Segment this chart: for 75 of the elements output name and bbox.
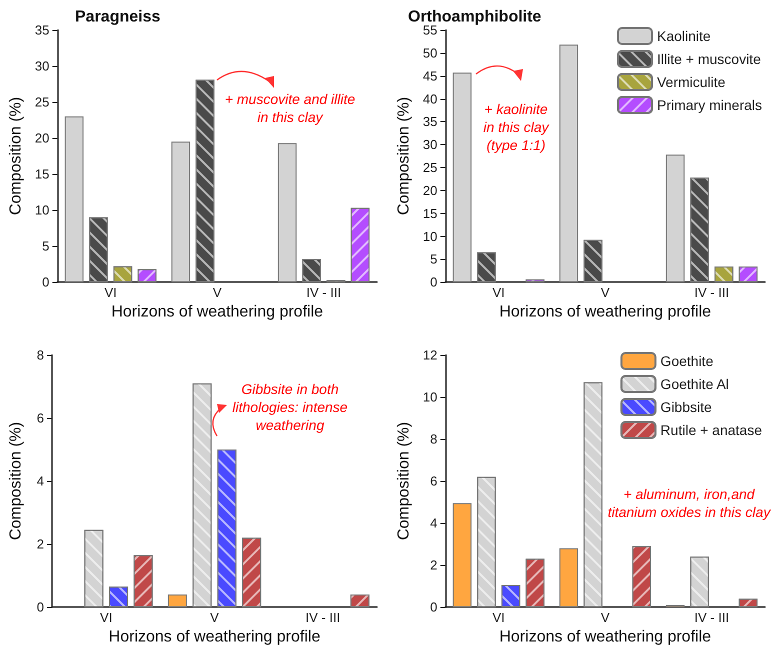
bar <box>452 503 472 608</box>
bar <box>452 72 472 282</box>
y-tick-label: 20 <box>34 130 50 146</box>
y-tick-label: 35 <box>34 22 50 38</box>
bar <box>171 142 190 282</box>
bar <box>168 594 187 608</box>
legend-label: Primary minerals <box>656 97 762 113</box>
x-axis-title: Horizons of weathering profile <box>108 628 320 646</box>
y-tick-label: 40 <box>422 91 438 106</box>
y-tick-label: 2 <box>36 536 44 552</box>
bar <box>278 143 297 282</box>
y-axis-title: Composition (%) <box>396 96 412 216</box>
x-axis-title: Horizons of weathering profile <box>499 628 712 646</box>
y-tick-label: 8 <box>430 432 438 447</box>
x-tick-label: IV - III <box>306 285 342 300</box>
y-tick-label: 4 <box>36 474 44 489</box>
y-tick-label: 5 <box>430 252 438 267</box>
x-tick-label: VI <box>492 610 505 626</box>
y-tick-label: 0 <box>36 600 44 615</box>
y-tick-label: 15 <box>422 206 438 221</box>
x-tick-label: V <box>600 610 610 626</box>
legend-label: Goethite Al <box>660 376 729 392</box>
x-tick-label: V <box>212 285 222 300</box>
y-tick-label: 8 <box>36 348 44 362</box>
x-tick-label: IV - III <box>694 285 730 300</box>
y-tick-label: 0 <box>430 274 438 290</box>
annotation: + muscovite and illite in this clay <box>224 91 356 125</box>
legend-label: Gibbsite <box>660 399 712 415</box>
y-tick-label: 10 <box>422 228 438 244</box>
x-tick-label: V <box>210 610 220 626</box>
y-axis-title: Composition (%) <box>8 422 24 540</box>
x-tick-label: V <box>600 285 610 300</box>
y-tick-label: 20 <box>422 182 438 198</box>
x-axis-title: Horizons of weathering profile <box>499 304 712 320</box>
legend-label: Rutile + anatase <box>660 422 762 438</box>
y-tick-label: 55 <box>422 22 438 38</box>
bar <box>64 116 84 282</box>
x-tick-label: IV - III <box>305 610 340 626</box>
y-tick-label: 50 <box>422 45 438 60</box>
y-tick-label: 35 <box>422 114 438 130</box>
bar <box>559 548 578 608</box>
y-tick-label: 6 <box>36 410 44 426</box>
x-tick-label: VI <box>104 285 117 300</box>
y-tick-label: 4 <box>430 516 438 531</box>
chart-title: Paragneiss <box>75 8 160 26</box>
y-tick-label: 10 <box>422 390 438 405</box>
y-tick-label: 12 <box>422 348 438 362</box>
bar <box>666 154 685 282</box>
annotation: Gibbsite in both lithologies: intense weathering <box>232 381 348 433</box>
y-tick-label: 10 <box>34 202 50 218</box>
legend-label: Kaolinite <box>656 28 711 44</box>
y-tick-label: 0 <box>430 600 438 615</box>
annotation: + aluminum, iron,and titanium oxides in this clay <box>608 486 772 520</box>
y-tick-label: 30 <box>34 58 50 74</box>
y-axis-title: Composition (%) <box>396 422 412 540</box>
y-tick-label: 6 <box>430 474 438 489</box>
chart-title: Orthoamphibolite <box>408 8 542 26</box>
legend-label: Goethite <box>660 353 714 369</box>
y-tick-label: 15 <box>34 166 50 182</box>
x-tick-label: VI <box>492 285 505 300</box>
x-tick-label: VI <box>100 610 112 626</box>
y-tick-label: 25 <box>34 94 50 110</box>
y-tick-label: 5 <box>42 238 50 254</box>
y-tick-label: 25 <box>422 160 438 176</box>
legend-label: Illite + muscovite <box>656 51 762 67</box>
y-tick-label: 30 <box>422 137 438 152</box>
bar <box>559 44 578 282</box>
annotation: + kaolinite in this clay (type 1:1) <box>483 101 550 153</box>
y-axis-title: Composition (%) <box>8 96 24 216</box>
x-axis-title: Horizons of weathering profile <box>111 304 324 320</box>
x-tick-label: IV - III <box>694 610 730 626</box>
legend-label: Vermiculite <box>656 74 726 90</box>
y-tick-label: 2 <box>430 558 438 573</box>
y-tick-label: 45 <box>422 68 438 84</box>
y-tick-label: 0 <box>42 274 50 290</box>
